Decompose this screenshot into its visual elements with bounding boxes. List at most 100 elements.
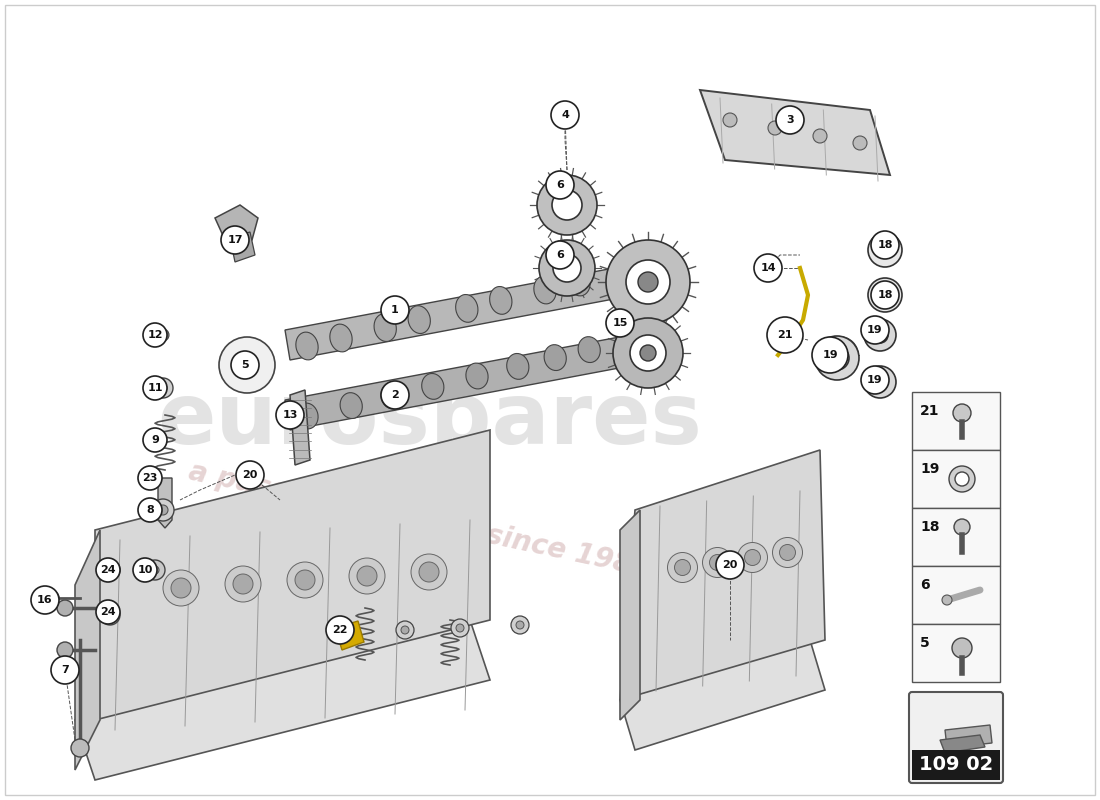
Circle shape [152,499,174,521]
Circle shape [546,241,574,269]
Circle shape [138,466,162,490]
Circle shape [861,366,889,394]
Polygon shape [945,725,992,748]
Circle shape [812,337,848,373]
Polygon shape [158,478,172,528]
Polygon shape [285,335,635,430]
Circle shape [606,240,690,324]
Circle shape [51,656,79,684]
Circle shape [553,254,581,282]
Text: 5: 5 [920,636,929,650]
Polygon shape [940,735,984,753]
Polygon shape [620,640,825,750]
Circle shape [539,240,595,296]
Text: 23: 23 [142,473,157,483]
Polygon shape [700,90,890,175]
Text: 18: 18 [878,290,893,300]
Bar [912,450,1000,508]
Circle shape [668,553,697,582]
Text: 21: 21 [920,404,939,418]
Bar [912,750,1000,780]
Circle shape [638,272,658,292]
Circle shape [953,404,971,422]
Circle shape [516,621,524,629]
Ellipse shape [507,354,529,379]
Text: 11: 11 [147,383,163,393]
Circle shape [955,472,969,486]
Bar [912,624,1000,682]
Circle shape [703,547,733,578]
Circle shape [236,461,264,489]
Text: 24: 24 [100,607,116,617]
Circle shape [868,278,902,312]
Circle shape [767,317,803,353]
Polygon shape [75,530,100,770]
Text: 10: 10 [138,565,153,575]
Ellipse shape [374,314,396,342]
Text: a passion for parts since 1985: a passion for parts since 1985 [186,458,653,582]
Ellipse shape [421,374,444,399]
Circle shape [163,570,199,606]
Circle shape [295,570,315,590]
Text: 4: 4 [561,110,569,120]
Circle shape [456,624,464,632]
Text: 12: 12 [147,330,163,340]
Text: 18: 18 [878,240,893,250]
Ellipse shape [544,345,566,370]
Ellipse shape [534,276,557,304]
Circle shape [100,605,120,625]
Ellipse shape [408,306,430,334]
Circle shape [221,226,249,254]
Circle shape [57,642,73,658]
Circle shape [872,374,888,390]
Circle shape [745,550,760,566]
Text: 6: 6 [920,578,929,592]
Polygon shape [230,232,255,262]
Circle shape [954,519,970,535]
Circle shape [72,739,89,757]
Text: 24: 24 [100,565,116,575]
Text: 5: 5 [241,360,249,370]
Ellipse shape [296,403,318,429]
Text: 6: 6 [557,250,564,260]
Circle shape [546,171,574,199]
Circle shape [143,428,167,452]
Circle shape [57,600,73,616]
Circle shape [45,591,59,605]
Text: 19: 19 [920,462,939,476]
Ellipse shape [579,337,601,362]
Circle shape [880,290,890,300]
Circle shape [872,327,888,343]
Circle shape [871,231,899,259]
Ellipse shape [330,324,352,352]
Ellipse shape [455,294,477,322]
Circle shape [143,323,167,347]
Circle shape [606,309,634,337]
Circle shape [952,638,972,658]
Circle shape [710,554,726,570]
Circle shape [100,560,120,580]
Circle shape [106,566,114,574]
Circle shape [626,260,670,304]
Circle shape [138,498,162,522]
Circle shape [776,106,804,134]
Circle shape [949,466,975,492]
Circle shape [861,316,889,344]
Circle shape [349,558,385,594]
Text: 19: 19 [822,350,838,360]
Circle shape [276,401,304,429]
Circle shape [402,626,409,634]
Polygon shape [620,510,640,720]
Bar [912,392,1000,450]
Text: 2: 2 [392,390,399,400]
Circle shape [871,281,899,309]
Text: 13: 13 [283,410,298,420]
Circle shape [160,384,167,392]
Circle shape [822,337,858,373]
Text: 1: 1 [392,305,399,315]
Circle shape [451,619,469,637]
Text: 20: 20 [723,560,738,570]
Text: 15: 15 [613,318,628,328]
Circle shape [737,542,768,573]
Circle shape [674,559,691,575]
